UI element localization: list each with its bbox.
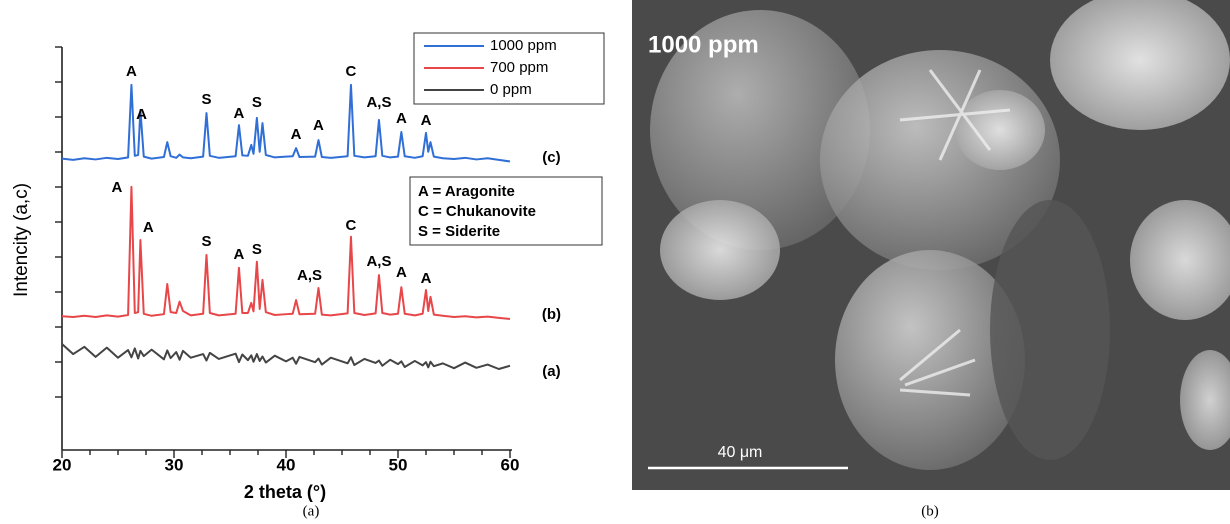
peak-label: A — [143, 219, 154, 236]
peak-label: A — [136, 106, 147, 123]
peak-label: A — [234, 105, 245, 122]
y-axis-title: Intencity (a,c) — [11, 183, 32, 297]
caption: (a) — [303, 503, 320, 519]
x-tick-label: 40 — [277, 455, 296, 474]
peak-label: A — [421, 112, 432, 129]
sem-image: 1000 ppm 40 μm — [632, 0, 1230, 490]
peak-label: A,S — [366, 94, 391, 111]
legend-label: 0 ppm — [490, 81, 532, 98]
x-axis-title: 2 theta (°) — [244, 482, 326, 502]
peak-label: A — [421, 270, 432, 287]
peak-label: C — [346, 63, 357, 80]
scale-bar-label: 40 μm — [718, 444, 763, 461]
cluster — [955, 90, 1045, 170]
peak-label: C — [346, 217, 357, 234]
x-tick-label: 50 — [389, 455, 408, 474]
peak-label: (b) — [542, 306, 561, 323]
peak-label: S — [252, 94, 262, 111]
peak-label: S — [252, 241, 262, 258]
legend-label: 1000 ppm — [490, 37, 557, 54]
peak-label: A — [396, 264, 407, 281]
key-entry: A = Aragonite — [418, 183, 515, 200]
legend-label: 700 ppm — [490, 59, 548, 76]
crystal — [990, 200, 1110, 460]
peak-label: (c) — [542, 149, 560, 166]
peak-label: S — [201, 91, 211, 108]
peak-label: (a) — [542, 363, 560, 380]
peak-label: A — [234, 246, 245, 263]
y-axis-ticks — [55, 47, 62, 397]
series-line — [62, 344, 510, 369]
peak-label: A,S — [297, 267, 322, 284]
peak-label: S — [201, 233, 211, 250]
key-entry: C = Chukanovite — [418, 203, 536, 220]
caption: (b) — [921, 503, 939, 519]
peak-label: A,S — [366, 253, 391, 270]
peak-label: A — [126, 63, 137, 80]
image-label: 1000 ppm — [648, 31, 759, 58]
key-entry: S = Siderite — [418, 223, 500, 240]
cluster — [660, 200, 780, 300]
peak-label: A — [291, 126, 302, 143]
peak-label: A — [111, 179, 122, 196]
x-tick-label: 30 — [165, 455, 184, 474]
x-tick-label: 60 — [501, 455, 520, 474]
peak-label: A — [396, 110, 407, 127]
peak-label: A — [313, 117, 324, 134]
x-tick-label: 20 — [53, 455, 72, 474]
figure: 1000 ppm 40 μm (a) (b) Intencity (a,c) 2… — [0, 0, 1230, 524]
